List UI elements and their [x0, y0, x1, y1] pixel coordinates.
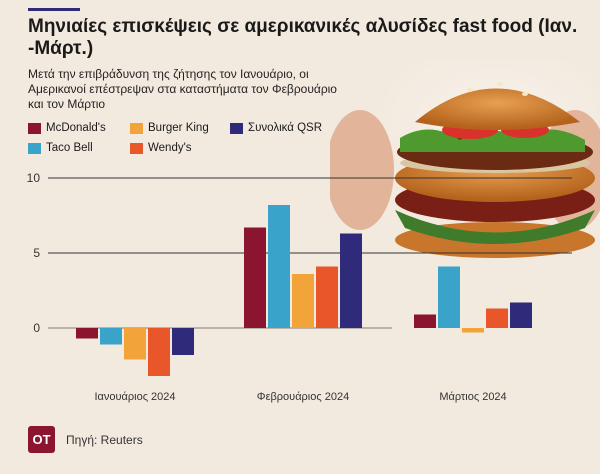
legend-item-wendys: Wendy's [130, 142, 192, 154]
bar [438, 266, 460, 328]
bar [486, 308, 508, 328]
legend-swatch [230, 122, 243, 134]
legend-label: Συνολικά QSR [248, 122, 323, 134]
bar [172, 328, 194, 355]
legend-label: Burger King [148, 122, 209, 134]
chart-subtitle: Μετά την επιβράδυνση της ζήτησης τον Ιαν… [28, 67, 337, 111]
bar [316, 266, 338, 328]
title-accent-bar [28, 8, 80, 11]
bar [462, 328, 484, 333]
chart-title: Μηνιαίες επισκέψεις σε αμερικανικές αλυσ… [28, 16, 578, 59]
brand-logo: ΟΤ [28, 426, 55, 453]
legend-label: Taco Bell [46, 142, 93, 154]
source-note: Πηγή: Reuters [66, 433, 143, 447]
bar [100, 328, 122, 345]
bar [76, 328, 98, 339]
legend-item-total-qsr: Συνολικά QSR [230, 122, 322, 134]
x-tick-label: Μάρτιος 2024 [439, 391, 506, 403]
legend-swatch [28, 142, 41, 154]
y-tick-label: 10 [27, 171, 41, 185]
y-tick-label: 5 [33, 246, 40, 260]
bar [268, 205, 290, 328]
bar [148, 328, 170, 376]
legend-item-burger-king: Burger King [130, 122, 209, 134]
bar [340, 233, 362, 328]
x-tick-label: Φεβρουάριος 2024 [257, 391, 349, 403]
bar [510, 302, 532, 328]
legend-swatch [130, 122, 143, 134]
legend-item-taco-bell: Taco Bell [28, 142, 93, 154]
bar [292, 274, 314, 328]
x-tick-label: Ιανουάριος 2024 [94, 391, 175, 403]
legend-item-mcdonalds: McDonald's [28, 122, 106, 134]
legend-swatch [28, 122, 41, 134]
bar [414, 314, 436, 328]
legend-swatch [130, 142, 143, 154]
legend-label: Wendy's [148, 142, 192, 154]
legend-label: McDonald's [46, 122, 106, 134]
bar-chart: 0 5 10 Ιανουάριος 2024 Φεβρουάριος 2024 Μάρτι… [27, 171, 572, 403]
bar [244, 227, 266, 328]
bar [124, 328, 146, 360]
burger-illustration [330, 60, 600, 258]
y-tick-label: 0 [33, 321, 40, 335]
